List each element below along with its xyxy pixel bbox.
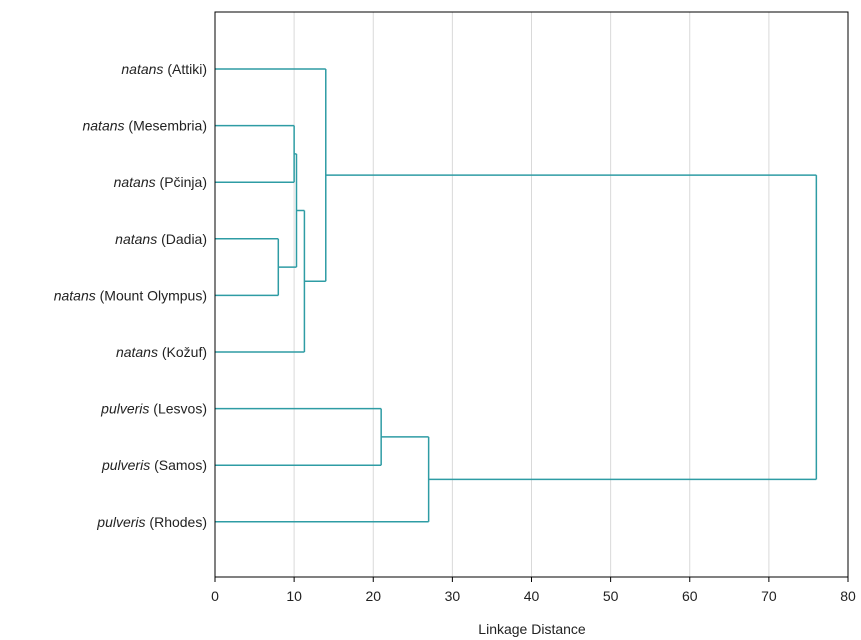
leaf-label: natans (Mount Olympus) (54, 287, 207, 303)
leaf-locality: (Mesembria) (125, 118, 207, 134)
leaf-species: natans (121, 61, 163, 77)
leaf-locality: (Samos) (150, 457, 207, 473)
leaf-species: pulveris (100, 401, 149, 417)
leaf-label: natans (Mesembria) (82, 118, 207, 134)
x-axis-title: Linkage Distance (478, 621, 586, 637)
grid-lines (294, 12, 769, 577)
x-tick-label: 80 (840, 588, 856, 604)
leaf-species: natans (54, 287, 96, 303)
leaf-locality: (Lesvos) (149, 401, 207, 417)
leaf-locality: (Dadia) (157, 231, 207, 247)
x-tick-label: 70 (761, 588, 777, 604)
x-tick-label: 60 (682, 588, 698, 604)
leaf-species: natans (114, 174, 156, 190)
leaf-locality: (Kožuf) (158, 344, 207, 360)
leaf-labels: natans (Attiki)natans (Mesembria)natans … (54, 61, 207, 530)
leaf-label: pulveris (Rhodes) (96, 514, 207, 530)
x-axis-ticks: 0 10 20 30 40 50 60 70 80 (211, 577, 856, 604)
dendrogram-links (215, 69, 816, 522)
leaf-species: natans (115, 231, 157, 247)
x-tick-label: 50 (603, 588, 619, 604)
x-tick-label: 40 (524, 588, 540, 604)
leaf-label: natans (Kožuf) (116, 344, 207, 360)
leaf-label: natans (Dadia) (115, 231, 207, 247)
leaf-locality: (Rhodes) (146, 514, 207, 530)
x-tick-label: 30 (445, 588, 461, 604)
leaf-locality: (Attiki) (163, 61, 207, 77)
leaf-label: natans (Attiki) (121, 61, 207, 77)
x-tick-label: 0 (211, 588, 219, 604)
leaf-species: natans (116, 344, 158, 360)
leaf-species: natans (82, 118, 124, 134)
leaf-species: pulveris (101, 457, 150, 473)
leaf-label: pulveris (Lesvos) (100, 401, 207, 417)
leaf-label: pulveris (Samos) (101, 457, 207, 473)
leaf-locality: (Mount Olympus) (96, 287, 207, 303)
leaf-species: pulveris (96, 514, 145, 530)
x-tick-label: 20 (365, 588, 381, 604)
x-tick-label: 10 (286, 588, 302, 604)
leaf-locality: (Pčinja) (156, 174, 207, 190)
leaf-label: natans (Pčinja) (114, 174, 207, 190)
